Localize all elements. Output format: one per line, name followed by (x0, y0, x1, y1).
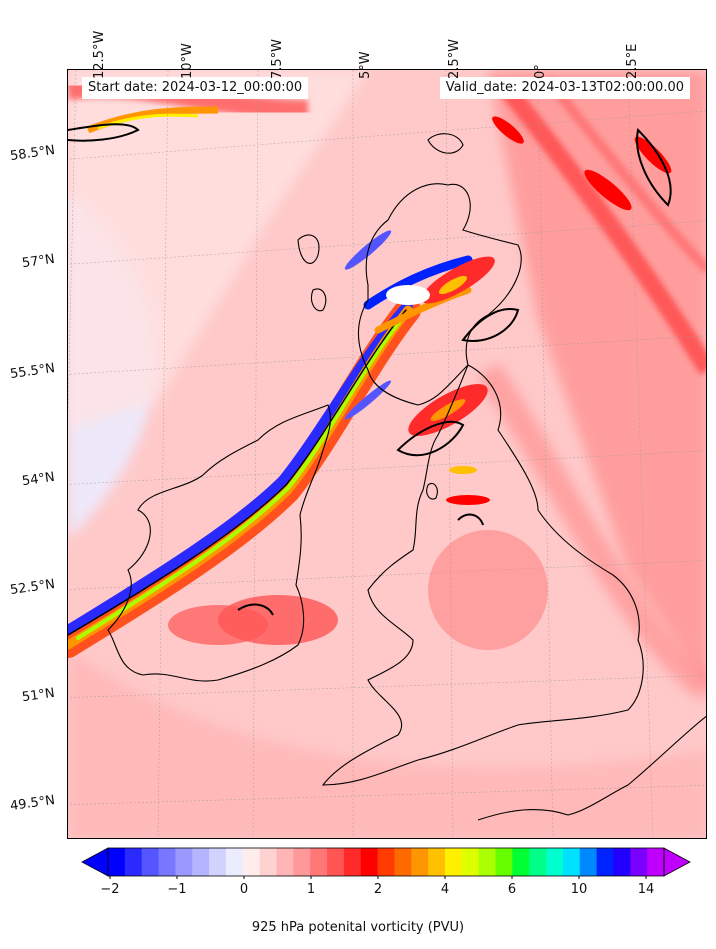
colorbar-swatch (512, 848, 530, 876)
colorbar-swatch (158, 848, 176, 876)
colorbar-swatch (630, 848, 648, 876)
lat-label: 58.5°N (9, 142, 56, 165)
colorbar-swatch (478, 848, 497, 876)
colorbar-swatch (108, 848, 126, 876)
coastline-scotland (357, 183, 522, 406)
colorbar-swatch (124, 848, 143, 876)
colorbar-tick-label: 0 (239, 882, 249, 897)
colorbar-swatch (192, 848, 210, 876)
colorbar-tick-label: 14 (637, 882, 655, 897)
colorbar-swatch (394, 848, 412, 876)
coastline-isle-of-man (426, 482, 438, 500)
colorbar-swatch (613, 848, 631, 876)
colorbar-extend-high (663, 847, 691, 877)
colorbar-swatch (209, 848, 227, 876)
colorbar-swatch (562, 848, 581, 876)
colorbar-swatch (495, 848, 513, 876)
lat-label: 57°N (21, 251, 56, 272)
colorbar-swatch (293, 848, 311, 876)
colorbar-tick-label: 1 (306, 882, 316, 897)
pv-contours (68, 123, 672, 616)
map-panel (67, 69, 707, 839)
map-canvas (68, 70, 706, 838)
lon-label: 2.5°E (625, 43, 640, 79)
colorbar-swatch (327, 848, 345, 876)
colorbar-swatch (225, 848, 244, 876)
start-date-label: Start date: 2024-03-12_00:00:00 (82, 77, 309, 99)
colorbar-swatch (242, 848, 261, 876)
colorbar (80, 845, 692, 879)
colorbar-tick-label: 10 (570, 882, 588, 897)
colorbar-swatch (529, 848, 547, 876)
colorbar-swatch (444, 848, 463, 876)
colorbar-title: 925 hPa potenital vorticity (PVU) (251, 920, 465, 935)
colorbar-swatch (276, 848, 294, 876)
graticule (68, 70, 706, 838)
lon-label: 2.5°W (447, 38, 462, 79)
colorbar-swatch (343, 848, 362, 876)
lon-label: 7.5°W (270, 38, 285, 79)
colorbar-canvas (81, 847, 691, 879)
valid-date-label: Valid_date: 2024-03-13T02:00:00.00 (439, 77, 690, 99)
colorbar-swatch (546, 848, 564, 876)
lon-label: 10°W (180, 43, 195, 79)
lon-label: 0° (533, 64, 548, 79)
colorbar-swatch (259, 848, 277, 876)
colorbar-swatch (411, 848, 429, 876)
colorbar-tick-label: −2 (100, 882, 120, 897)
lat-label: 55.5°N (9, 360, 56, 383)
colorbar-swatch (461, 848, 480, 876)
colorbar-tick-label: −1 (167, 882, 187, 897)
colorbar-tick-label: 6 (507, 882, 517, 897)
colorbar-swatch (579, 848, 598, 876)
colorbar-swatch (377, 848, 395, 876)
lon-label: 5°W (358, 51, 373, 79)
coastline-orkney (427, 133, 464, 154)
coastline-hebrides (297, 234, 327, 312)
coastlines (107, 133, 706, 821)
lon-label: 12.5°W (92, 30, 107, 79)
colorbar-swatch (310, 848, 328, 876)
colorbar-extend-low (81, 847, 109, 877)
colorbar-swatch (647, 848, 665, 876)
colorbar-tick-label: 2 (373, 882, 383, 897)
coastline-ireland (107, 404, 332, 682)
coastline-france (477, 715, 706, 821)
colorbar-swatch (596, 848, 614, 876)
colorbar-border (107, 847, 665, 877)
coastline-england-wales (321, 364, 644, 786)
lat-label: 49.5°N (9, 792, 56, 815)
colorbar-swatch (175, 848, 193, 876)
colorbar-swatch (141, 848, 160, 876)
colorbar-tick-label: 4 (440, 882, 450, 897)
lat-label: 52.5°N (9, 576, 56, 599)
lat-label: 54°N (21, 469, 56, 490)
colorbar-swatch (428, 848, 446, 876)
colorbar-swatch (360, 848, 379, 876)
lat-label: 51°N (21, 685, 56, 706)
